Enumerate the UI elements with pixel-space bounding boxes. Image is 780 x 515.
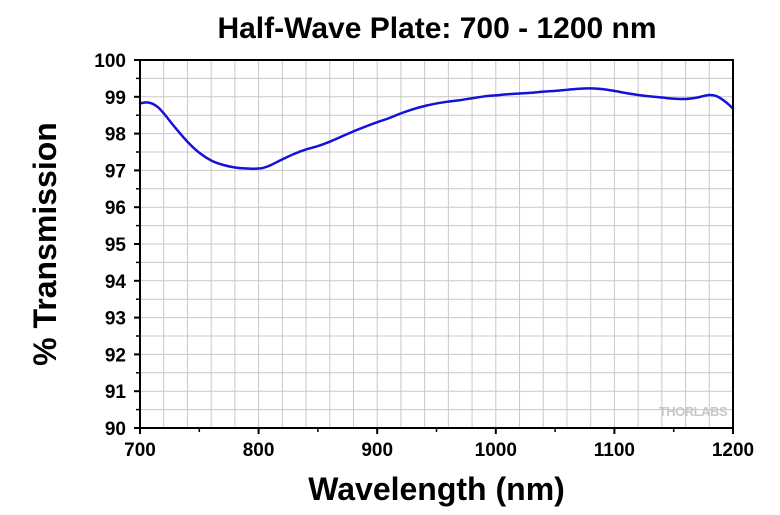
x-tick-label: 1000 <box>475 440 517 461</box>
y-tick-label: 95 <box>105 235 127 256</box>
gridlines <box>140 60 733 428</box>
x-tick-label: 1200 <box>712 440 754 461</box>
x-tick-label: 900 <box>361 440 393 461</box>
y-tick-label: 99 <box>105 88 126 109</box>
logo-text: THORLABS <box>659 404 728 419</box>
y-tick-label: 97 <box>105 161 126 182</box>
tick-labels: 700 800 900 1000 1100 1200 90 91 92 93 94 95 96 97 98 9… <box>94 51 754 461</box>
y-tick-label: 92 <box>105 345 126 366</box>
y-tick-label: 100 <box>94 51 126 72</box>
y-tick-label: 96 <box>105 198 126 219</box>
y-axis-label: % Transmission <box>27 122 63 366</box>
data-series <box>138 87 735 170</box>
series-line <box>138 87 735 170</box>
x-tick-label: 800 <box>243 440 275 461</box>
chart-title: Half-Wave Plate: 700 - 1200 nm <box>217 12 656 45</box>
y-tick-label: 91 <box>105 382 127 403</box>
y-tick-label: 98 <box>105 125 126 146</box>
x-axis-label: Wavelength (nm) <box>308 471 565 507</box>
y-tick-label: 93 <box>105 309 126 330</box>
y-tick-label: 90 <box>105 419 126 440</box>
y-tick-label: 94 <box>105 272 127 293</box>
axis-ticks <box>134 59 734 434</box>
x-tick-label: 700 <box>124 440 156 461</box>
x-tick-label: 1100 <box>594 440 635 461</box>
thorlabs-logo: THORLABS <box>659 404 729 419</box>
